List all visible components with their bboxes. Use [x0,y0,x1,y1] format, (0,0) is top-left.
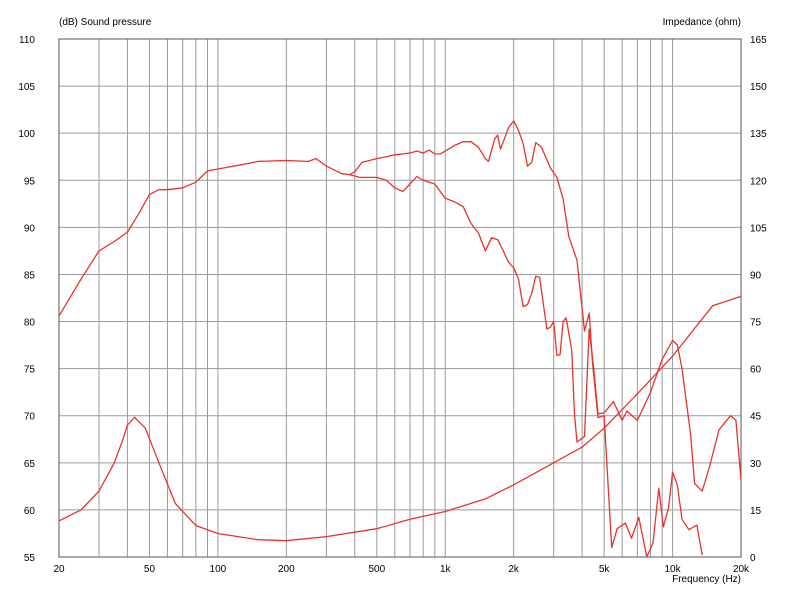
y-right-tick-label: 60 [750,365,762,376]
labels: 55 60 65 70 75 80 85 90 95 100 105 110 0 15 30 45 60 75 90… [18,17,767,585]
y-right-tick-label: 120 [750,176,767,187]
y-left-tick-label: 85 [24,270,36,281]
x-tick-label: 10k [665,564,682,575]
x-tick-label: 20k [733,564,750,575]
x-tick-label: 2k [508,564,520,575]
y-left-tick-label: 105 [18,82,35,93]
grid [58,38,742,558]
y-right-tick-label: 45 [750,412,762,423]
impedance-curve [58,295,742,542]
y-right-tick-label: 165 [750,35,767,46]
y-left-tick-label: 100 [18,129,35,140]
x-tick-label: 100 [210,564,227,575]
y-right-tick-label: 150 [750,82,767,93]
y-right-tick-label: 75 [750,318,762,329]
sound-pressure-curve-2 [349,173,742,492]
x-axis-title: Frequency (Hz) [672,574,741,585]
y-right-tick-label: 0 [750,553,756,564]
y-left-tick-label: 95 [24,176,36,187]
y-right-tick-label: 135 [750,129,767,140]
series-lines [58,120,742,558]
plot-frame [58,38,742,558]
sound-pressure-curve-1 [58,120,703,558]
right-axis-title: Impedance (ohm) [663,17,741,28]
y-left-tick-label: 70 [24,412,36,423]
y-left-tick-label: 65 [24,459,36,470]
x-tick-label: 50 [144,564,156,575]
left-axis-title: (dB) Sound pressure [59,17,152,28]
x-tick-label: 1k [440,564,452,575]
x-tick-label: 500 [368,564,385,575]
x-tick-label: 20 [53,564,65,575]
y-left-tick-label: 55 [24,553,36,564]
y-left-tick-label: 60 [24,506,36,517]
y-left-tick-label: 80 [24,318,36,329]
y-right-tick-label: 15 [750,506,762,517]
y-left-tick-label: 110 [19,35,35,46]
axes [58,38,742,558]
y-right-tick-label: 105 [750,223,767,234]
y-right-tick-label: 90 [750,270,762,281]
y-left-tick-label: 75 [24,365,36,376]
x-tick-label: 200 [278,564,295,575]
x-tick-label: 5k [599,564,611,575]
y-right-tick-label: 30 [750,459,762,470]
y-left-tick-label: 90 [24,223,36,234]
